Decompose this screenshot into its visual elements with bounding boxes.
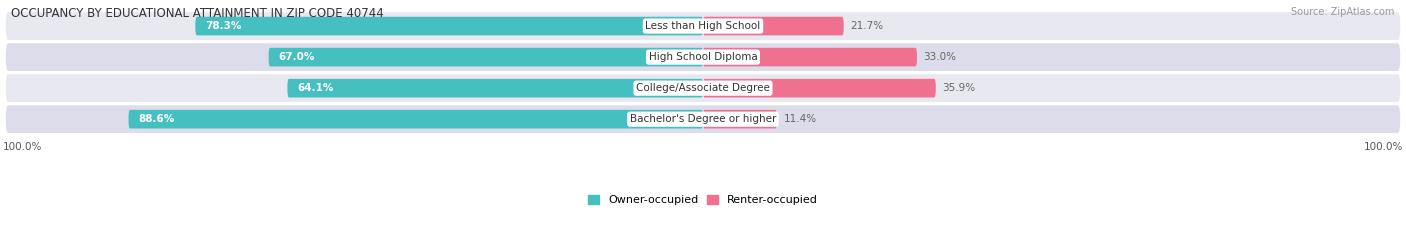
FancyBboxPatch shape <box>703 48 917 66</box>
Text: OCCUPANCY BY EDUCATIONAL ATTAINMENT IN ZIP CODE 40744: OCCUPANCY BY EDUCATIONAL ATTAINMENT IN Z… <box>11 7 384 20</box>
Text: 33.0%: 33.0% <box>924 52 956 62</box>
Text: College/Associate Degree: College/Associate Degree <box>636 83 770 93</box>
FancyBboxPatch shape <box>195 17 703 35</box>
Legend: Owner-occupied, Renter-occupied: Owner-occupied, Renter-occupied <box>583 191 823 209</box>
Text: 21.7%: 21.7% <box>851 21 883 31</box>
Text: Source: ZipAtlas.com: Source: ZipAtlas.com <box>1291 7 1395 17</box>
Text: 64.1%: 64.1% <box>297 83 333 93</box>
Text: Bachelor's Degree or higher: Bachelor's Degree or higher <box>630 114 776 124</box>
Text: 11.4%: 11.4% <box>783 114 817 124</box>
Text: 35.9%: 35.9% <box>942 83 976 93</box>
Text: 78.3%: 78.3% <box>205 21 242 31</box>
FancyBboxPatch shape <box>4 104 1402 134</box>
FancyBboxPatch shape <box>703 79 936 97</box>
FancyBboxPatch shape <box>703 17 844 35</box>
FancyBboxPatch shape <box>287 79 703 97</box>
Text: 67.0%: 67.0% <box>278 52 315 62</box>
Text: 100.0%: 100.0% <box>3 142 42 151</box>
FancyBboxPatch shape <box>703 110 778 129</box>
Text: Less than High School: Less than High School <box>645 21 761 31</box>
FancyBboxPatch shape <box>4 42 1402 72</box>
FancyBboxPatch shape <box>4 11 1402 41</box>
Text: High School Diploma: High School Diploma <box>648 52 758 62</box>
FancyBboxPatch shape <box>269 48 703 66</box>
Text: 100.0%: 100.0% <box>1364 142 1403 151</box>
FancyBboxPatch shape <box>4 73 1402 103</box>
Text: 88.6%: 88.6% <box>138 114 174 124</box>
FancyBboxPatch shape <box>128 110 703 129</box>
